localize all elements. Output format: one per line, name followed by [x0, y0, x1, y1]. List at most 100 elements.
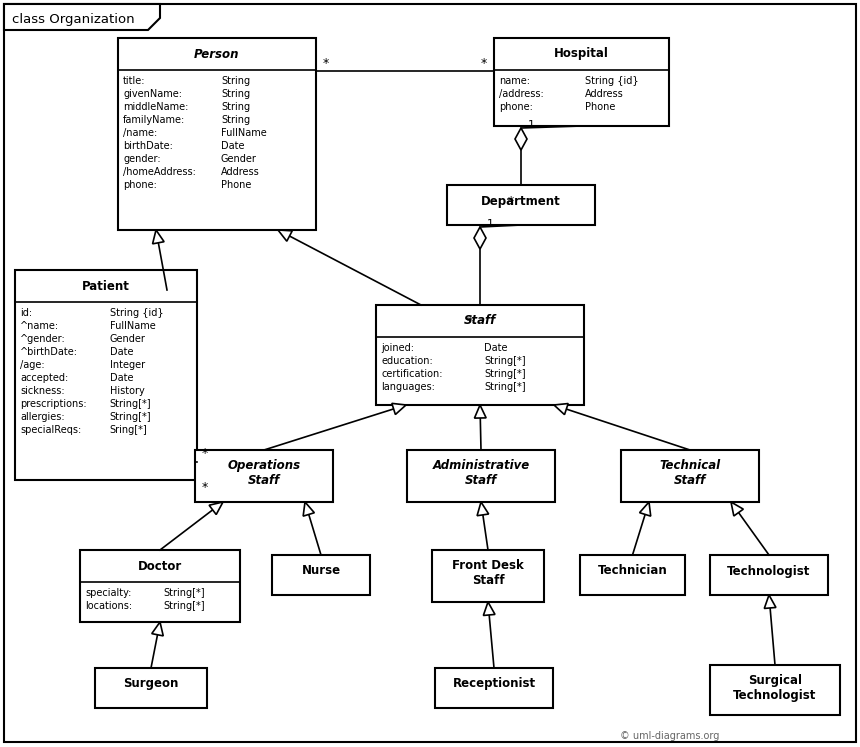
Text: String[*]: String[*] [109, 399, 151, 409]
Text: FullName: FullName [109, 321, 156, 331]
Text: Staff: Staff [464, 314, 496, 327]
Text: prescriptions:: prescriptions: [20, 399, 87, 409]
Bar [407, 450, 555, 502]
Text: Surgical
Technologist: Surgical Technologist [734, 674, 817, 702]
Bar [95, 668, 207, 708]
Polygon shape [392, 403, 406, 415]
Text: Person: Person [194, 48, 240, 61]
Text: *: * [322, 57, 329, 69]
Text: givenName:: givenName: [123, 89, 182, 99]
Bar [432, 550, 544, 602]
Text: String: String [221, 102, 250, 112]
Text: accepted:: accepted: [20, 373, 68, 383]
Text: Date: Date [109, 347, 133, 357]
Text: String {id}: String {id} [585, 76, 639, 86]
Text: phone:: phone: [499, 102, 533, 112]
Text: String: String [221, 76, 250, 86]
Polygon shape [765, 595, 776, 609]
Text: String[*]: String[*] [163, 601, 205, 611]
Text: FullName: FullName [221, 128, 267, 138]
Text: Phone: Phone [221, 180, 251, 190]
Polygon shape [731, 502, 743, 516]
Text: title:: title: [123, 76, 145, 86]
Text: Department: Department [481, 194, 561, 208]
Text: Gender: Gender [109, 334, 145, 344]
Text: familyName:: familyName: [123, 115, 185, 125]
Bar [376, 305, 584, 405]
Text: Technician: Technician [598, 565, 667, 577]
Polygon shape [554, 403, 568, 415]
Polygon shape [515, 128, 527, 150]
Text: name:: name: [499, 76, 530, 86]
Text: joined:: joined: [381, 343, 414, 353]
Text: sickness:: sickness: [20, 386, 64, 396]
Text: *: * [202, 482, 208, 495]
Bar [195, 450, 333, 502]
Text: /address:: /address: [499, 89, 544, 99]
Text: Gender: Gender [221, 154, 257, 164]
Text: Sring[*]: Sring[*] [109, 425, 147, 435]
Text: Technical
Staff: Technical Staff [660, 459, 721, 487]
Polygon shape [640, 502, 651, 516]
Text: middleName:: middleName: [123, 102, 188, 112]
Bar [272, 555, 370, 595]
Text: Date: Date [221, 141, 244, 151]
Text: History: History [109, 386, 144, 396]
Polygon shape [477, 502, 488, 515]
Text: 1: 1 [527, 120, 535, 130]
Text: /name:: /name: [123, 128, 157, 138]
Text: Address: Address [221, 167, 260, 177]
Text: Administrative
Staff: Administrative Staff [433, 459, 530, 487]
Text: languages:: languages: [381, 382, 435, 392]
Polygon shape [475, 405, 486, 418]
Text: © uml-diagrams.org: © uml-diagrams.org [620, 731, 719, 741]
Text: class Organization: class Organization [12, 13, 135, 25]
Text: gender:: gender: [123, 154, 161, 164]
Text: String: String [221, 89, 250, 99]
Text: Phone: Phone [585, 102, 616, 112]
Text: /homeAddress:: /homeAddress: [123, 167, 196, 177]
Text: Address: Address [585, 89, 624, 99]
Polygon shape [152, 230, 164, 244]
Bar [710, 665, 840, 715]
Text: String: String [221, 115, 250, 125]
Bar [435, 668, 553, 708]
Bar [447, 185, 595, 225]
Text: String {id}: String {id} [109, 308, 163, 318]
Text: String[*]: String[*] [484, 369, 525, 379]
Text: Doctor: Doctor [138, 560, 182, 572]
Text: *: * [481, 57, 487, 69]
Text: String[*]: String[*] [163, 588, 205, 598]
Bar [621, 450, 759, 502]
Polygon shape [474, 227, 486, 249]
Text: Integer: Integer [109, 360, 144, 370]
Text: String[*]: String[*] [109, 412, 151, 422]
Polygon shape [209, 502, 223, 515]
Text: Surgeon: Surgeon [123, 678, 179, 690]
Polygon shape [304, 502, 315, 516]
Text: ^name:: ^name: [20, 321, 59, 331]
Text: /age:: /age: [20, 360, 45, 370]
Bar [80, 550, 240, 622]
Bar [710, 555, 828, 595]
Bar [494, 38, 669, 126]
Text: Receptionist: Receptionist [452, 678, 536, 690]
Text: ^gender:: ^gender: [20, 334, 65, 344]
Text: id:: id: [20, 308, 32, 318]
Text: specialReqs:: specialReqs: [20, 425, 81, 435]
Text: Hospital: Hospital [554, 48, 609, 61]
Text: birthDate:: birthDate: [123, 141, 173, 151]
Text: Nurse: Nurse [302, 565, 341, 577]
Text: String[*]: String[*] [484, 356, 525, 366]
Text: String[*]: String[*] [484, 382, 525, 392]
Text: Date: Date [109, 373, 133, 383]
Text: certification:: certification: [381, 369, 443, 379]
Text: Operations
Staff: Operations Staff [227, 459, 300, 487]
Text: education:: education: [381, 356, 433, 366]
Text: ^birthDate:: ^birthDate: [20, 347, 78, 357]
Polygon shape [483, 602, 495, 616]
Text: Date: Date [484, 343, 507, 353]
Text: allergies:: allergies: [20, 412, 64, 422]
Text: phone:: phone: [123, 180, 157, 190]
Text: Technologist: Technologist [728, 565, 811, 577]
